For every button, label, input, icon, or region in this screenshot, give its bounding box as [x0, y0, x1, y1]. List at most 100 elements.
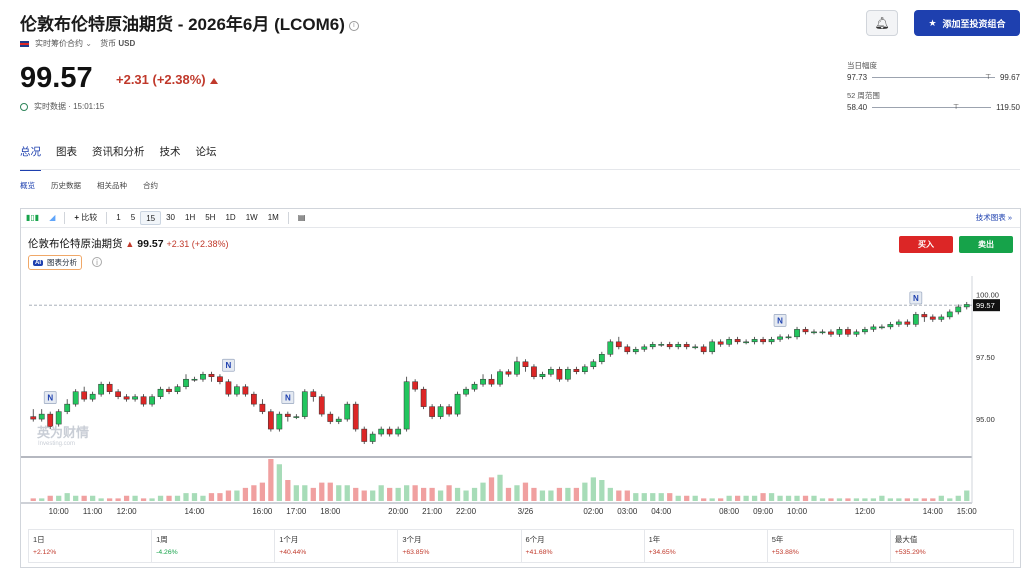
candle-body — [369, 433, 376, 442]
candle-body — [98, 383, 105, 395]
candle-body — [395, 428, 402, 435]
candle-body — [726, 339, 733, 345]
candle-body — [251, 393, 257, 405]
compare-button[interactable]: + 比较 — [69, 211, 102, 225]
candle-body — [717, 341, 724, 345]
performance-cell: 5年 +53.88% — [768, 530, 891, 562]
area-chart-icon[interactable]: ◢ — [49, 213, 56, 222]
candle-body — [556, 368, 563, 380]
toolbar-separator — [64, 212, 66, 224]
candle-body — [539, 373, 546, 377]
candle-body — [895, 321, 902, 325]
price-chart[interactable]: N N N N N 100.00 97.50 95.00 99.57 10:00 11:00 12:… — [21, 276, 1020, 520]
candle-body — [514, 361, 520, 375]
interval-15[interactable]: 15 — [140, 211, 162, 225]
tab-overview[interactable]: 总况 — [20, 144, 41, 171]
candle-body — [641, 346, 648, 350]
volume-bar — [106, 498, 113, 501]
candlestick-icon[interactable]: ▮▯▮ — [26, 213, 40, 222]
x-tick-label: 14:00 — [184, 507, 205, 516]
candle-body — [700, 346, 707, 353]
volume-bar — [132, 495, 138, 501]
tab-chart[interactable]: 图表 — [56, 146, 77, 158]
performance-cell: 最大值 +535.29% — [891, 530, 1013, 562]
candle-body — [531, 366, 537, 377]
news-marker-label: N — [777, 316, 783, 325]
candle-body — [615, 341, 622, 348]
x-tick-label: 12:00 — [117, 507, 138, 516]
candle-body — [548, 368, 554, 375]
interval-5[interactable]: 5 — [130, 213, 136, 222]
volume-bar — [327, 482, 333, 501]
subtab-history[interactable]: 历史数据 — [51, 181, 81, 190]
add-to-portfolio-button[interactable]: ★ 添加至投资组合 — [914, 10, 1020, 36]
news-marker — [773, 313, 787, 327]
volume-bar — [463, 490, 469, 501]
candle-body — [802, 329, 809, 333]
candle-body — [446, 406, 452, 415]
volume-bar — [73, 495, 79, 501]
interval-1[interactable]: 1 — [116, 213, 121, 222]
candle-body — [81, 391, 88, 400]
x-tick-label: 14:00 — [923, 507, 944, 516]
volume-bar — [548, 490, 554, 501]
performance-label: 1个月 — [279, 535, 299, 544]
volume-bar — [225, 490, 232, 501]
volume-bar — [811, 495, 817, 501]
volume-bar — [599, 480, 605, 501]
volume-bar — [234, 490, 240, 501]
candle-body — [259, 403, 266, 412]
ai-info-icon[interactable]: i — [92, 257, 102, 267]
tab-news-analysis[interactable]: 资讯和分析 — [92, 146, 145, 158]
subtab-related[interactable]: 相关品种 — [97, 181, 127, 190]
performance-cell: 3个月 +63.85% — [398, 530, 522, 562]
interval-1w[interactable]: 1W — [245, 213, 258, 222]
tab-forum[interactable]: 论坛 — [195, 146, 217, 158]
x-tick-label: 02:00 — [583, 507, 604, 516]
volume-bar — [930, 498, 936, 501]
interval-1h[interactable]: 1H — [185, 213, 196, 222]
candle-body — [267, 411, 274, 430]
day-range-marker: ⊤ — [985, 74, 992, 81]
volume-bar — [913, 498, 919, 501]
volume-bar — [404, 485, 410, 501]
candle-body — [768, 339, 775, 343]
volume-bar — [268, 459, 274, 501]
table-icon[interactable]: ▤ — [297, 213, 306, 222]
volume-bar — [429, 487, 435, 501]
subtab-summary[interactable]: 概览 — [20, 181, 35, 190]
chevron-down-icon[interactable]: ⌄ — [85, 39, 92, 48]
ai-chart-analysis-button[interactable]: AI 图表分析 — [28, 255, 82, 270]
week52-range-low: 58.40 — [847, 103, 868, 112]
candle-body — [632, 349, 639, 353]
arrow-up-icon — [209, 77, 218, 84]
interval-1m[interactable]: 1M — [267, 213, 279, 222]
volume-bar — [794, 495, 800, 501]
candle-body — [955, 306, 962, 313]
candle-body — [454, 393, 461, 415]
subtab-contracts[interactable]: 合约 — [143, 181, 158, 190]
candle-body — [420, 388, 427, 407]
interval-5h[interactable]: 5H — [205, 213, 216, 222]
info-icon[interactable]: i — [348, 20, 359, 31]
y-tick-label: 97.50 — [976, 353, 995, 362]
tech-chart-link[interactable]: 技术图表 » — [975, 213, 1012, 222]
sell-button[interactable]: 卖出 — [959, 236, 1013, 253]
interval-1d[interactable]: 1D — [225, 213, 236, 222]
candle-body — [378, 428, 385, 435]
candle-body — [47, 413, 54, 427]
x-tick-label: 04:00 — [651, 507, 672, 516]
tab-technical[interactable]: 技术 — [159, 146, 181, 158]
price-alert-button[interactable]: 🔔︎ — [866, 10, 898, 36]
candle-body — [683, 344, 690, 348]
contract-selector[interactable]: 实时筹价合约 — [35, 39, 83, 48]
toolbar-separator — [106, 212, 108, 224]
day-range-label: 当日幅度 — [847, 61, 877, 70]
candle-body — [963, 304, 970, 308]
volume-bar — [607, 487, 613, 501]
volume-bar — [582, 482, 588, 501]
buy-button[interactable]: 买入 — [899, 236, 953, 253]
volume-bar — [480, 482, 486, 501]
interval-30[interactable]: 30 — [166, 213, 175, 222]
volume-bar — [395, 487, 401, 501]
